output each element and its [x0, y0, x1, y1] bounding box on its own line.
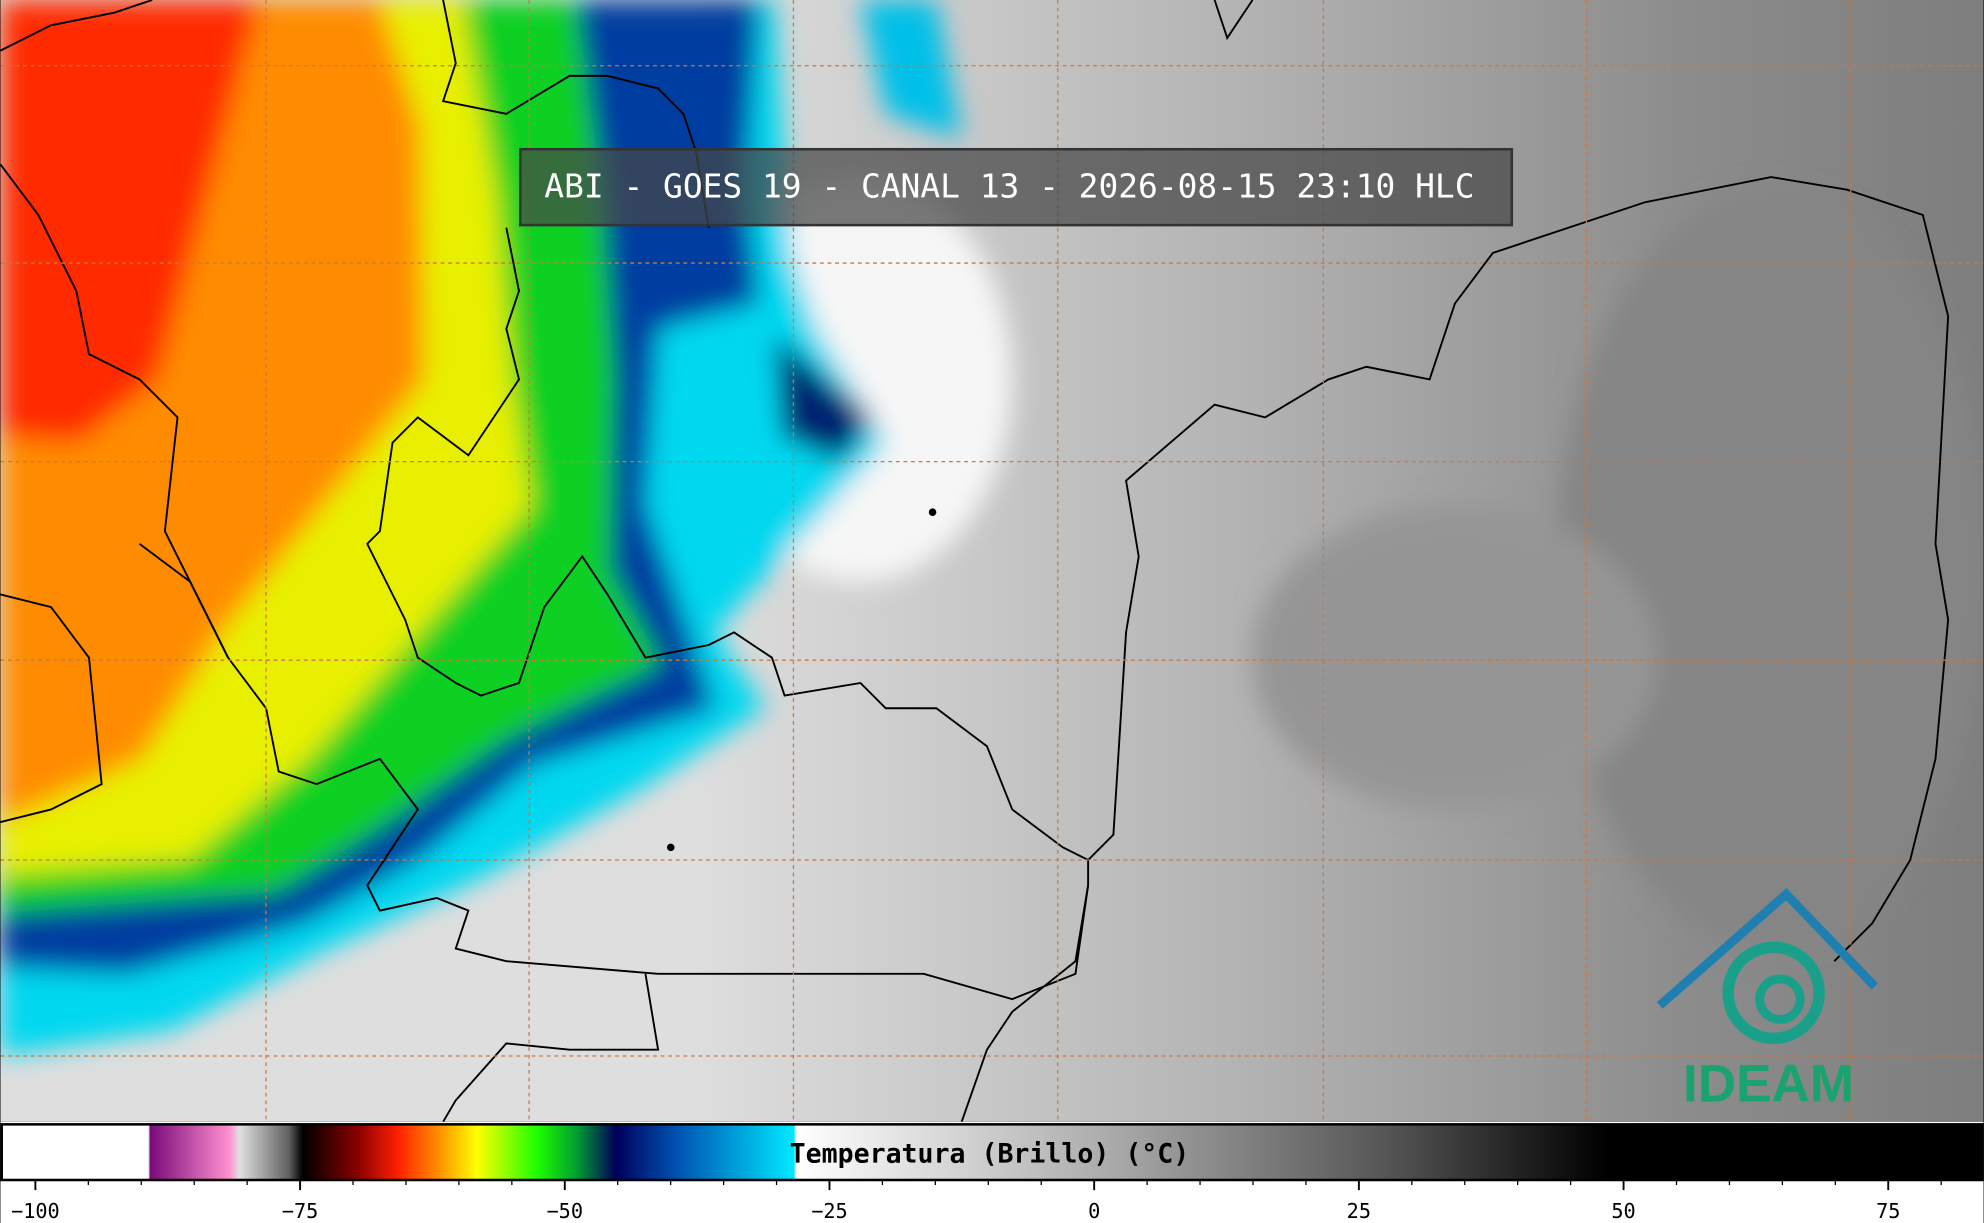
colorbar: Temperatura (Brillo) (°C) −100 −75 −50 −25 0…: [0, 1121, 1984, 1223]
title: ABI - GOES 19 - CANAL 13 - 2026-08-15 23…: [544, 166, 1474, 205]
colorbar-gradient: [0, 1123, 1984, 1182]
city-marker: [666, 843, 675, 852]
graticule: [0, 0, 1984, 1122]
logo: IDEAM: [1656, 888, 1878, 1114]
city-marker: [928, 508, 937, 517]
logo-roof: [1656, 888, 1878, 1009]
tick-label: −25: [811, 1199, 848, 1223]
tick-label: 50: [1611, 1199, 1635, 1223]
tick-label: −50: [547, 1199, 584, 1223]
logo-swirl: [1722, 941, 1825, 1045]
title-box: ABI - GOES 19 - CANAL 13 - 2026-08-15 23…: [518, 147, 1514, 227]
tick-label: 0: [1088, 1199, 1100, 1223]
logo-text: IDEAM: [1683, 1055, 1854, 1114]
colorbar-label: Temperatura (Brillo) (°C): [790, 1138, 1190, 1169]
tick-label: 25: [1347, 1199, 1371, 1223]
tick-label: −100: [11, 1199, 60, 1223]
title-background: [518, 147, 1514, 227]
tick-label: 75: [1876, 1199, 1900, 1223]
logo-swirl: [1755, 974, 1805, 1024]
tick-label: −75: [282, 1199, 319, 1223]
